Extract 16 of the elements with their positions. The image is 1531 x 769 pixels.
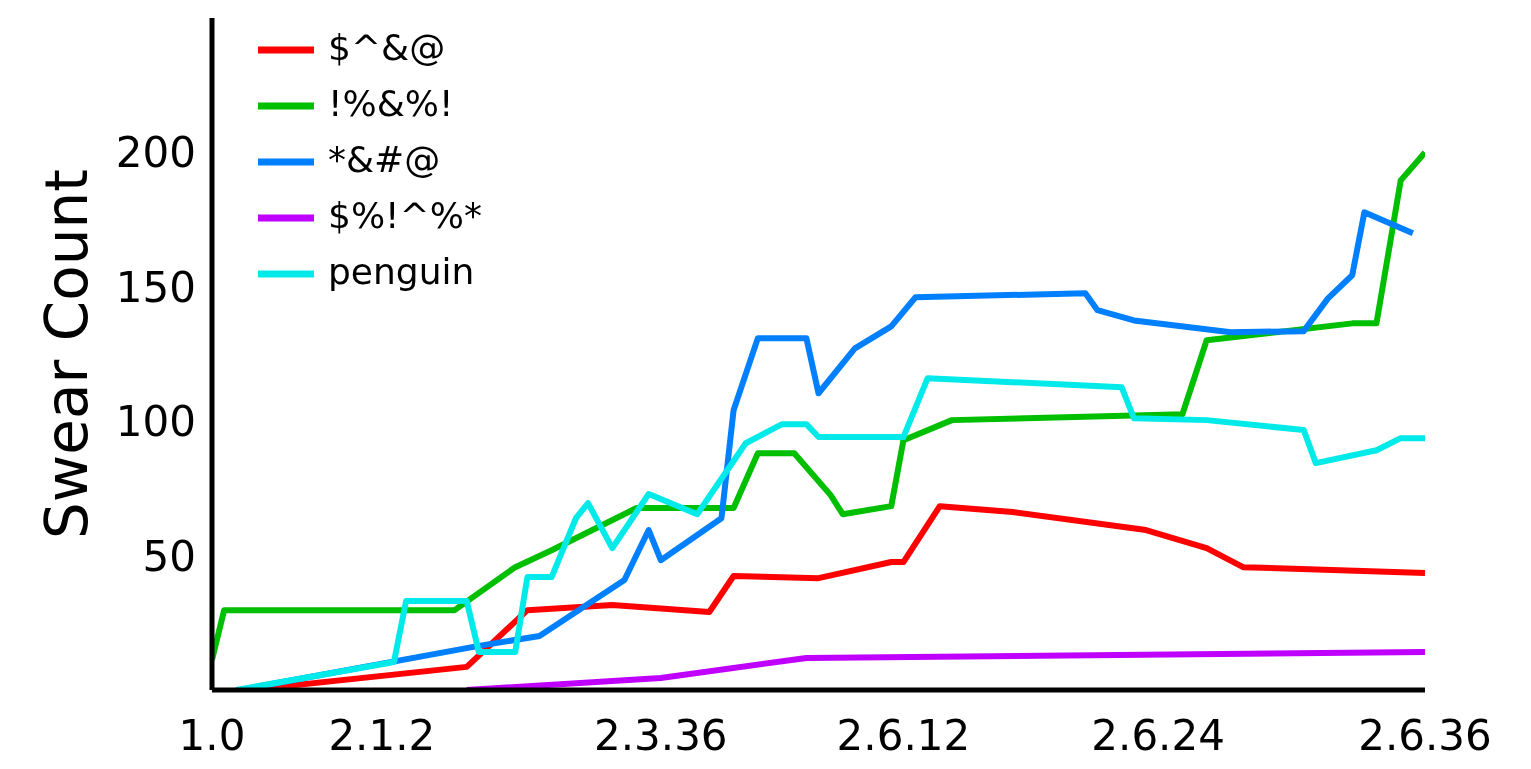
legend-label: $^&@ (328, 27, 446, 68)
y-axis-title: Swear Count (32, 168, 101, 540)
legend-label: penguin (328, 251, 475, 292)
y-tick-label: 50 (142, 531, 196, 581)
x-tick-label: 1.0 (178, 710, 246, 760)
legend-label: *&#@ (328, 139, 441, 180)
y-tick-label: 100 (115, 397, 196, 447)
y-tick-label: 200 (115, 128, 196, 178)
x-tick-label: 2.6.12 (836, 710, 971, 760)
legend-label: $%!^%* (328, 195, 482, 236)
x-tick-label: 2.3.36 (594, 710, 728, 760)
x-tick-label: 2.6.36 (1358, 710, 1492, 760)
x-tick-label: 2.1.2 (328, 710, 436, 760)
legend-label: !%&%! (328, 83, 454, 124)
y-tick-label: 150 (115, 262, 196, 312)
x-tick-label: 2.6.24 (1091, 710, 1225, 760)
